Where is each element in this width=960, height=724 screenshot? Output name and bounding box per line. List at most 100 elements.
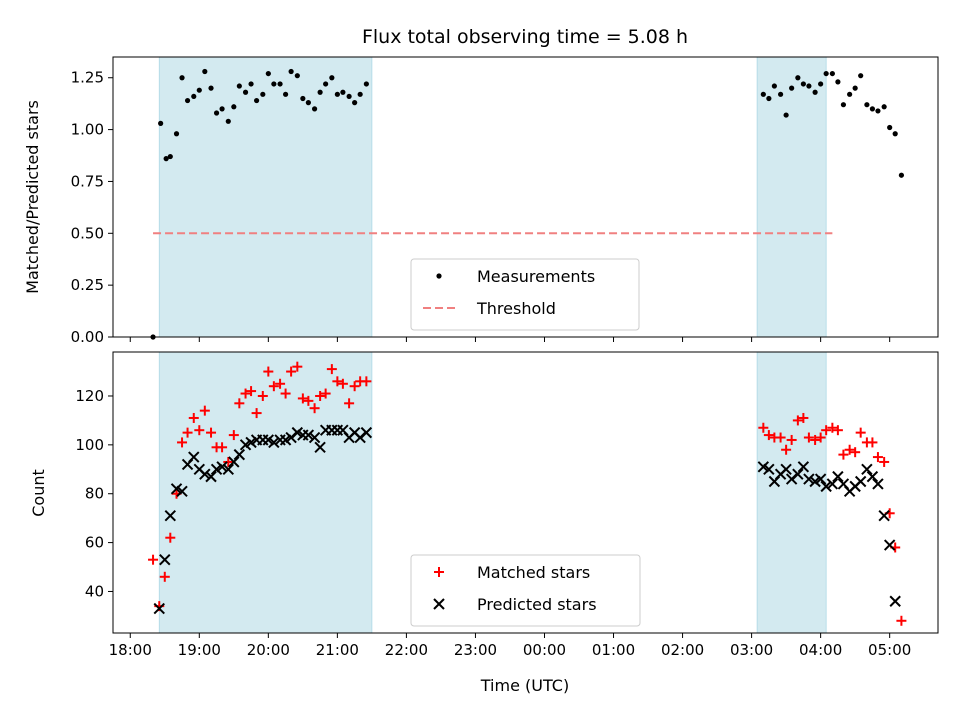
legend-label: Matched stars: [477, 563, 590, 582]
matched-star-point: [251, 408, 262, 419]
predicted-star-mark-b: [291, 426, 304, 439]
measurement-point: [282, 91, 289, 97]
observing-window-2: [756, 56, 827, 338]
x-tick-label: 23:00: [454, 641, 497, 659]
matched-star-point: [206, 427, 217, 438]
x-tick-label: 18:00: [109, 641, 152, 659]
predicted-star-point: [222, 463, 234, 475]
measurement-point: [783, 112, 789, 118]
measurement-point: [277, 81, 283, 87]
predicted-star-mark-b: [153, 602, 165, 615]
matched-star-point: [775, 432, 786, 443]
matched-star-point: [275, 378, 286, 389]
predicted-star-mark-b: [792, 468, 804, 480]
matched-star-point: [148, 554, 159, 565]
measurement-point: [812, 89, 818, 95]
legend-box: [410, 258, 640, 331]
x-tick-label: 03:00: [730, 641, 773, 659]
matched-star-point: [758, 422, 769, 433]
predicted-star-point: [883, 539, 896, 551]
predicted-star-point: [889, 595, 901, 607]
matched-star-point: [872, 452, 883, 463]
predicted-star-point: [164, 510, 177, 522]
predicted-star-mark-b: [861, 463, 873, 475]
matched-star-point: [280, 388, 291, 399]
predicted-star-mark-b: [872, 478, 884, 490]
y-tick-label: 0.00: [71, 328, 104, 346]
measurement-point: [771, 83, 777, 89]
predicted-star-point: [797, 461, 810, 473]
matched-star-point: [303, 395, 314, 406]
measurement-point: [875, 108, 881, 114]
panel-counts: 40 60 80 100 120 18:00 19:00 20:00 21:00 22:00 23:…: [75, 351, 939, 659]
predicted-star-point: [872, 478, 884, 490]
matched-star-point: [268, 381, 279, 392]
measurement-point: [334, 91, 340, 97]
predicted-star-point: [866, 470, 879, 483]
y-tick-label: 60: [85, 534, 104, 552]
matched-star-point: [798, 412, 809, 423]
matched-star-point: [292, 361, 303, 372]
matched-star-point: [188, 412, 199, 423]
predicted-star-point: [302, 429, 315, 441]
measurement-point: [789, 85, 795, 91]
predicted-star-mark-b: [159, 553, 171, 566]
matched-star-point: [855, 427, 866, 438]
y-tick-label: 0.75: [71, 172, 104, 190]
matched-star-point: [234, 398, 245, 409]
panel-ratio: 0.00 0.25 0.50 0.75 1.00 1.25 Measurements Thre…: [71, 56, 939, 346]
matched-star-point: [815, 432, 826, 443]
y-tick-label: 0.50: [71, 224, 104, 242]
measurement-point: [213, 110, 220, 116]
predicted-star-mark-b: [176, 485, 188, 497]
matched-star-point: [223, 456, 234, 467]
predicted-star-point: [826, 478, 839, 490]
predicted-star-point: [878, 510, 890, 522]
matched-star-point: [337, 378, 348, 389]
plot-frame: [112, 351, 939, 634]
measurement-point: [840, 102, 847, 108]
matched-star-point: [838, 449, 849, 460]
predicted-star-mark-b: [757, 461, 770, 473]
predicted-star-mark-b: [820, 480, 832, 493]
x-tick-label: 21:00: [316, 641, 359, 659]
measurement-point: [158, 120, 164, 126]
matched-star-point: [786, 434, 797, 445]
x-tick-label: 00:00: [523, 641, 566, 659]
measurement-point: [208, 85, 214, 91]
measurement-point: [852, 85, 858, 91]
matched-star-point: [867, 437, 878, 448]
matched-star-point: [240, 388, 251, 399]
measurement-point: [219, 106, 225, 112]
measurement-point: [323, 81, 329, 87]
measurement-point: [847, 91, 853, 97]
predicted-star-mark-b: [348, 426, 361, 439]
x-tick-label: 22:00: [385, 641, 428, 659]
measurement-point: [887, 124, 893, 131]
measurement-point: [818, 81, 824, 87]
predicted-star-mark-b: [763, 463, 775, 475]
y-tick-label: 1.00: [71, 121, 104, 139]
measurement-point: [253, 97, 260, 104]
x-tick-label: 19:00: [178, 641, 221, 659]
predicted-star-mark-b: [832, 470, 844, 483]
measurement-point: [829, 70, 835, 77]
observing-window-2: [756, 351, 827, 634]
measurement-point: [265, 70, 271, 77]
predicted-star-point: [176, 485, 188, 497]
predicted-star-mark-b: [199, 468, 211, 480]
matched-star-point: [246, 386, 257, 397]
predicted-star-point: [205, 470, 217, 483]
matched-star-point: [199, 405, 210, 416]
observing-window-1: [158, 56, 373, 338]
predicted-star-mark-b: [854, 475, 867, 488]
predicted-star-point: [360, 426, 373, 439]
legend-measurements-marker: [436, 273, 442, 279]
predicted-star-mark-b: [170, 483, 183, 495]
predicted-star-point: [814, 473, 827, 485]
predicted-star-mark-b: [268, 436, 280, 449]
predicted-star-mark-b: [193, 463, 206, 475]
predicted-star-point: [763, 463, 775, 475]
measurement-point: [760, 91, 766, 97]
measurement-point: [835, 79, 841, 85]
